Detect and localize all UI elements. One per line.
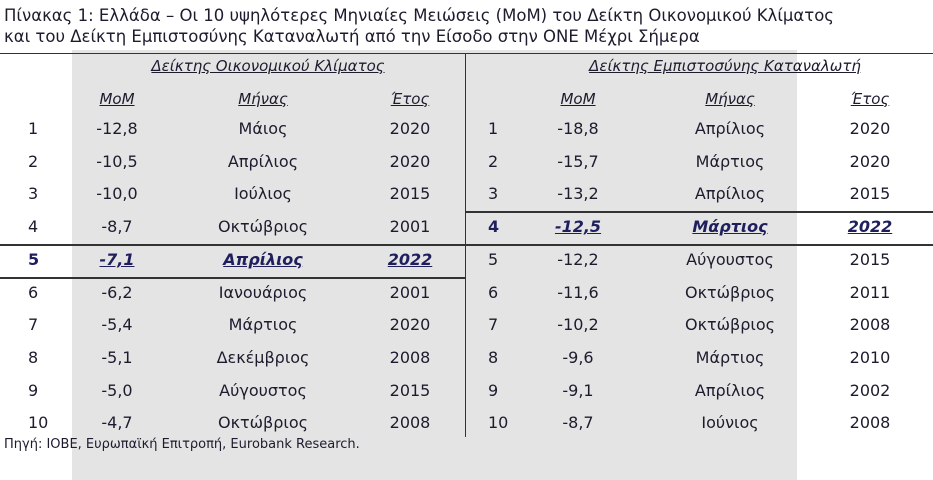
highlight-rule <box>0 276 465 279</box>
cell: -12,8 <box>96 119 138 138</box>
column-header: Έτος <box>850 90 890 108</box>
cell: -12,5 <box>554 217 602 237</box>
column-header: Μήνας <box>238 90 288 108</box>
cell: 2020 <box>849 119 891 138</box>
rank: 8 <box>28 347 39 367</box>
cell: 2008 <box>849 315 891 335</box>
cell: -15,7 <box>557 151 599 171</box>
divider <box>465 53 466 437</box>
cell: Ιανουάριος <box>218 282 308 302</box>
source: Πηγή: ΙΟΒΕ, Ευρωπαϊκή Επιτροπή, Eurobank… <box>4 437 360 452</box>
cell: 2022 <box>387 249 433 269</box>
cell: Μάιος <box>238 119 288 138</box>
cell: -5,4 <box>101 315 133 335</box>
rank: 4 <box>28 217 39 237</box>
cell: Οκτώβριος <box>217 217 309 237</box>
panel-heading: Δείκτης Οικονομικού Κλίματος <box>151 57 385 75</box>
cell: Οκτώβριος <box>684 282 776 302</box>
cell: -18,8 <box>557 119 599 138</box>
rank: 5 <box>28 249 40 269</box>
rank: 10 <box>28 413 49 433</box>
cell: 2015 <box>389 380 431 400</box>
rank: 3 <box>488 184 499 204</box>
cell: 2001 <box>389 217 431 237</box>
rank: 7 <box>488 315 499 335</box>
cell: Απρίλιος <box>694 380 766 400</box>
rank: 8 <box>488 347 499 367</box>
cell: 2008 <box>849 413 891 433</box>
cell: Μάρτιος <box>692 217 768 237</box>
cell: -7,1 <box>99 249 135 269</box>
cell: -6,2 <box>101 282 133 302</box>
rank: 7 <box>28 315 39 335</box>
cell: Απρίλιος <box>694 184 766 204</box>
cell: -13,2 <box>557 184 599 204</box>
cell: -10,5 <box>96 151 138 171</box>
shade <box>72 50 797 480</box>
cell: -8,7 <box>562 413 594 433</box>
cell: -11,6 <box>557 282 599 302</box>
cell: 2015 <box>849 249 891 269</box>
cell: Μάρτιος <box>695 151 765 171</box>
cell: 2020 <box>389 151 431 171</box>
cell: 2008 <box>389 413 431 433</box>
rank: 6 <box>488 282 499 302</box>
cell: -5,0 <box>101 380 133 400</box>
rank: 3 <box>28 184 39 204</box>
cell: Οκτώβριος <box>217 413 309 433</box>
cell: Μάρτιος <box>695 347 765 367</box>
rank: 4 <box>488 217 500 237</box>
cell: -4,7 <box>101 413 133 433</box>
rank: 5 <box>488 249 499 269</box>
cell: Ιούνιος <box>701 413 759 433</box>
highlight-rule <box>0 243 465 246</box>
column-header: Έτος <box>390 90 430 108</box>
rank: 9 <box>28 380 39 400</box>
rank: 2 <box>488 151 499 171</box>
cell: -9,1 <box>562 380 594 400</box>
rank: 10 <box>488 413 509 433</box>
cell: Ιούλιος <box>234 184 292 204</box>
cell: -10,0 <box>96 184 138 204</box>
rank: 6 <box>28 282 39 302</box>
cell: 2011 <box>849 282 891 302</box>
cell: 2020 <box>389 119 431 138</box>
rank: 9 <box>488 380 499 400</box>
cell: -12,2 <box>557 249 599 269</box>
cell: Δεκέμβριος <box>216 347 310 367</box>
title: και του Δείκτη Εμπιστοσύνης Καταναλωτή α… <box>4 27 700 46</box>
cell: 2015 <box>389 184 431 204</box>
cell: Αύγουστος <box>686 249 774 269</box>
cell: Απρίλιος <box>694 119 766 138</box>
highlight-rule <box>466 244 933 247</box>
cell: -9,6 <box>562 347 594 367</box>
rank: 2 <box>28 151 39 171</box>
cell: 2002 <box>849 380 891 400</box>
cell: 2010 <box>849 347 891 367</box>
column-header: Μήνας <box>705 90 755 108</box>
cell: 2022 <box>847 217 893 237</box>
highlight-rule <box>466 211 933 214</box>
column-header: MoM <box>99 90 135 108</box>
cell: Οκτώβριος <box>684 315 776 335</box>
cell: Απρίλιος <box>223 249 303 269</box>
cell: -5,1 <box>101 347 133 367</box>
cell: Μάρτιος <box>228 315 298 335</box>
cell: 2020 <box>389 315 431 335</box>
rule <box>0 53 933 54</box>
cell: -8,7 <box>101 217 133 237</box>
cell: 2015 <box>849 184 891 204</box>
cell: -10,2 <box>557 315 599 335</box>
panel-heading: Δείκτης Εμπιστοσύνης Καταναλωτή <box>589 57 861 75</box>
cell: Απρίλιος <box>227 151 299 171</box>
rank: 1 <box>488 119 499 138</box>
cell: Αύγουστος <box>219 380 307 400</box>
title: Πίνακας 1: Ελλάδα – Οι 10 υψηλότερες Μην… <box>4 6 834 25</box>
cell: 2008 <box>389 347 431 367</box>
cell: 2020 <box>849 151 891 171</box>
column-header: MoM <box>560 90 596 108</box>
cell: 2001 <box>389 282 431 302</box>
rank: 1 <box>28 119 39 138</box>
